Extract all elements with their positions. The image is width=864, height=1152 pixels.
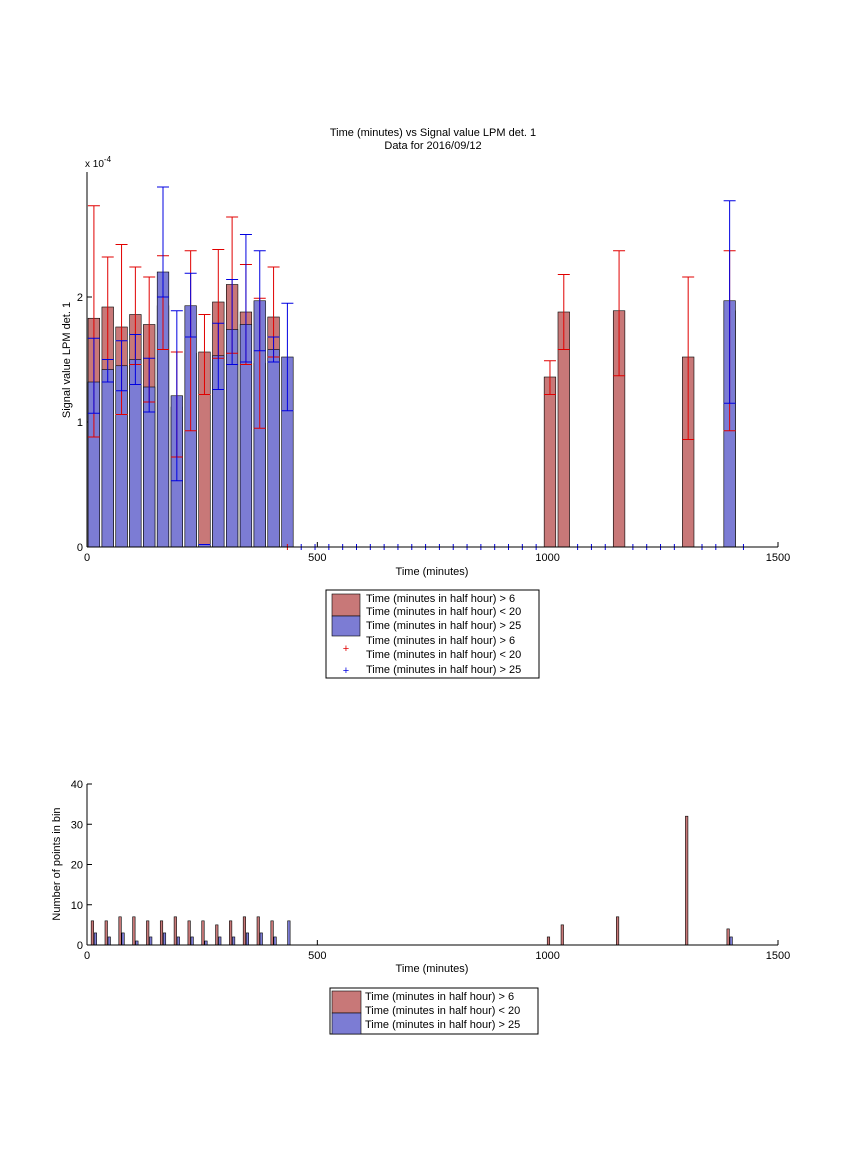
- x-axis-label: Time (minutes): [396, 963, 469, 975]
- count-bar-red: [229, 920, 233, 946]
- count-bar-blue: [162, 932, 167, 946]
- count-bar-blue: [259, 932, 263, 946]
- count-bar-red: [685, 815, 689, 946]
- count-bar-red: [256, 916, 260, 946]
- count-bar-blue: [245, 932, 249, 946]
- x-tick-label: 0: [84, 552, 90, 564]
- count-bar-red: [201, 920, 205, 946]
- legend: Time (minutes in half hour) > 6 Time (mi…: [329, 987, 539, 1035]
- y-axis-label: Signal value LPM det. 1: [61, 302, 73, 418]
- legend-swatch-red: [331, 593, 361, 617]
- count-bar-red: [104, 920, 108, 946]
- legend-box: [325, 589, 540, 679]
- count-bar-red: [546, 936, 551, 946]
- count-bar-red: [242, 916, 246, 946]
- count-plot-area: 0 500 1000 1500 0 10 20 30 40: [71, 779, 790, 962]
- count-bar-blue: [287, 920, 291, 946]
- legend-entry: Time (minutes in half hour) > 6: [365, 991, 514, 1003]
- signal-chart: Time (minutes) vs Signal value LPM det. …: [61, 127, 790, 679]
- legend-entry: Time (minutes in half hour) > 6: [366, 593, 515, 605]
- count-bar-red: [560, 924, 564, 946]
- count-bar-blue: [121, 932, 125, 946]
- y-tick-label: 20: [71, 860, 83, 872]
- x-tick-label: 0: [84, 950, 90, 962]
- x-tick-label: 1500: [766, 552, 790, 564]
- legend-marker-blue-plus: +: [343, 665, 349, 677]
- bar-blue: [101, 369, 114, 548]
- bar-red: [543, 376, 557, 548]
- y-tick-label: 2: [77, 292, 83, 304]
- y-tick-label: 1: [77, 417, 83, 429]
- x-tick-label: 1500: [766, 950, 790, 962]
- legend-box: [329, 987, 539, 1035]
- count-bar-red: [90, 920, 94, 946]
- count-bar-red: [616, 916, 620, 946]
- count-bar-red: [146, 920, 150, 946]
- legend: Time (minutes in half hour) > 6 Time (mi…: [325, 589, 540, 679]
- chart-subtitle: Data for 2016/09/12: [384, 140, 481, 152]
- y-axis-label: Number of points in bin: [51, 807, 63, 920]
- y-tick-label: 0: [77, 542, 83, 554]
- legend-swatch-blue: [331, 1012, 362, 1035]
- count-bar-blue: [232, 936, 236, 946]
- y-tick-label: 30: [71, 819, 83, 831]
- legend-entry: Time (minutes in half hour) > 25: [365, 1019, 520, 1031]
- y-tick-label: 10: [71, 900, 83, 912]
- x-tick-label: 1000: [535, 552, 559, 564]
- x-tick-label: 500: [308, 552, 326, 564]
- legend-entry: Time (minutes in half hour) > 6: [366, 635, 515, 647]
- count-bar-red: [215, 924, 219, 946]
- count-bar-red: [173, 916, 177, 946]
- legend-swatch-blue: [331, 615, 361, 637]
- bar-blue: [267, 349, 280, 548]
- count-bar-red: [159, 920, 164, 946]
- legend-marker-red-plus: +: [343, 643, 349, 655]
- bar-blue: [129, 359, 142, 548]
- count-bar-blue: [204, 940, 208, 946]
- count-chart: 0 500 1000 1500 0 10 20 30 40 Time (minutes) Num…: [51, 779, 790, 1035]
- legend-entry: Time (minutes in half hour) < 20: [366, 649, 521, 661]
- count-bar-blue: [135, 940, 139, 946]
- count-bar-blue: [107, 936, 111, 946]
- y-scale-exponent: -4: [104, 155, 112, 164]
- count-bar-blue: [190, 936, 194, 946]
- count-bar-red: [187, 920, 191, 946]
- count-bar-blue: [218, 936, 222, 946]
- x-axis-label: Time (minutes): [396, 566, 469, 578]
- legend-entry: Time (minutes in half hour) < 20: [365, 1005, 520, 1017]
- count-bar-red: [270, 920, 274, 946]
- count-bar-red: [118, 916, 122, 946]
- count-bar-blue: [273, 936, 277, 946]
- count-bar-blue: [149, 936, 153, 946]
- y-tick-label: 40: [71, 779, 83, 791]
- count-bar-blue: [93, 932, 97, 946]
- x-tick-label: 1000: [535, 950, 559, 962]
- count-bar-blue: [176, 936, 180, 946]
- x-tick-label: 500: [308, 950, 326, 962]
- count-bar-blue: [729, 936, 733, 946]
- count-bar-red: [132, 916, 136, 946]
- y-scale-label: x 10-4: [85, 155, 112, 170]
- count-bar-red: [726, 928, 730, 946]
- signal-plot-area: 0 500 1000 1500 0 1 2: [77, 172, 790, 564]
- legend-entry: Time (minutes in half hour) > 25: [366, 620, 521, 632]
- legend-swatch-red: [331, 990, 362, 1014]
- legend-entry: Time (minutes in half hour) < 20: [366, 606, 521, 618]
- legend-entry: Time (minutes in half hour) > 25: [366, 664, 521, 676]
- chart-title: Time (minutes) vs Signal value LPM det. …: [330, 127, 536, 139]
- y-tick-label: 0: [77, 940, 83, 952]
